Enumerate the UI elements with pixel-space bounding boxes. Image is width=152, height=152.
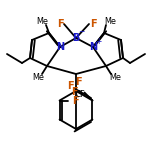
Text: −: − [78,28,84,36]
Text: N: N [56,42,64,52]
Text: F: F [57,19,63,29]
Text: F: F [67,81,74,92]
Text: B: B [72,33,80,43]
Text: Me: Me [32,74,44,83]
Text: F: F [90,19,96,29]
Text: +: + [95,36,101,45]
Text: Me: Me [36,17,48,26]
Text: Me: Me [109,74,121,83]
Text: Me: Me [104,17,116,26]
Text: N: N [89,42,97,52]
Text: F: F [72,95,79,105]
Text: CF: CF [76,90,85,99]
Text: F: F [71,88,78,97]
Text: F: F [75,78,82,88]
Text: .: . [64,16,67,26]
